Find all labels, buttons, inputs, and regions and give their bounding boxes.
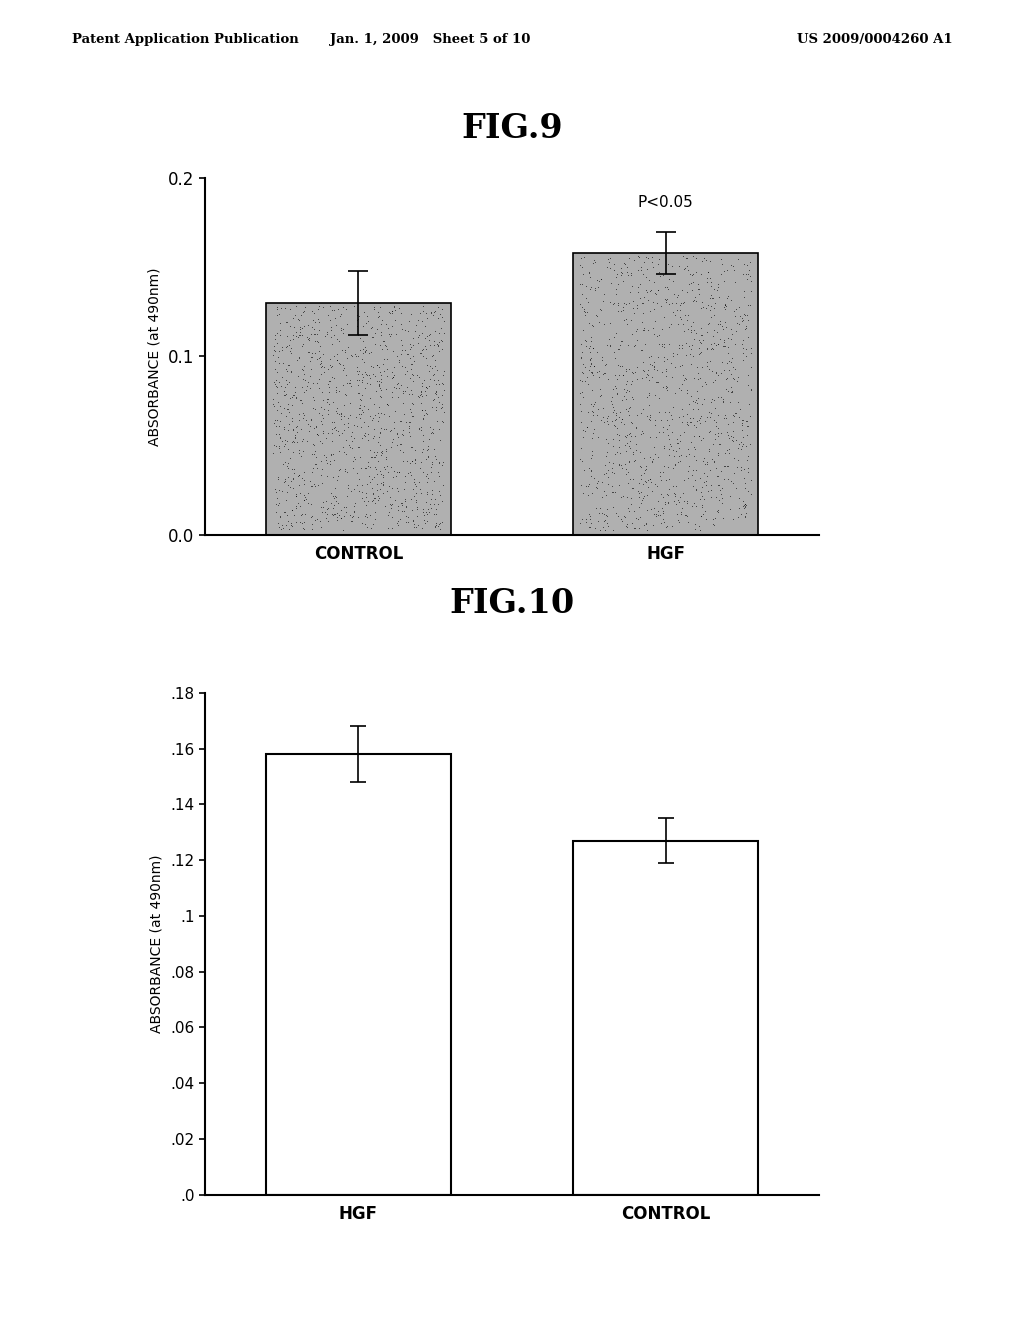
Text: US 2009/0004260 A1: US 2009/0004260 A1: [797, 33, 952, 46]
Y-axis label: ABSORBANCE (at 490nm): ABSORBANCE (at 490nm): [147, 267, 161, 446]
Text: FIG.10: FIG.10: [450, 587, 574, 620]
Text: Patent Application Publication: Patent Application Publication: [72, 33, 298, 46]
Text: P<0.05: P<0.05: [638, 195, 693, 210]
Bar: [573, 841, 758, 1195]
Bar: [573, 253, 758, 535]
Text: FIG.9: FIG.9: [461, 112, 563, 145]
Y-axis label: ABSORBANCE (at 490nm): ABSORBANCE (at 490nm): [150, 854, 163, 1034]
Text: Jan. 1, 2009   Sheet 5 of 10: Jan. 1, 2009 Sheet 5 of 10: [330, 33, 530, 46]
Bar: [266, 304, 451, 535]
Bar: [266, 754, 451, 1195]
